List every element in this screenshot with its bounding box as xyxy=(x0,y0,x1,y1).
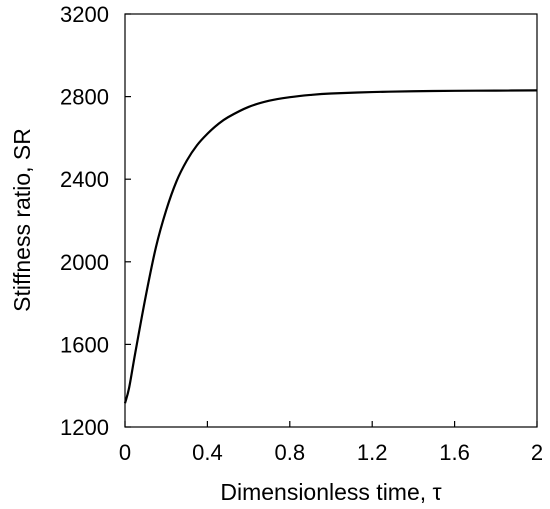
x-axis-title: Dimensionless time, τ xyxy=(220,479,441,505)
y-tick-label: 1600 xyxy=(60,332,109,357)
x-tick-label: 1.6 xyxy=(439,440,470,465)
x-axis-ticks: 0 0.4 0.8 1.2 1.6 2 xyxy=(119,421,543,465)
y-tick-label: 2000 xyxy=(60,250,109,275)
y-tick-label: 1200 xyxy=(60,415,109,440)
y-tick-label: 2400 xyxy=(60,167,109,192)
y-axis-ticks: 1200 1600 2000 2400 2800 3200 xyxy=(60,2,131,440)
x-tick-label: 0 xyxy=(119,440,131,465)
plot-frame xyxy=(124,13,538,428)
x-tick-label: 0.8 xyxy=(275,440,306,465)
series-layer xyxy=(123,89,538,404)
y-tick-label: 2800 xyxy=(60,85,109,110)
x-tick-label: 2 xyxy=(531,440,543,465)
x-tick-label: 1.2 xyxy=(357,440,388,465)
series-line xyxy=(123,89,538,404)
y-axis-title: Stiffness ratio, SR xyxy=(9,128,35,312)
x-tick-label: 0.4 xyxy=(192,440,223,465)
y-tick-label: 3200 xyxy=(60,2,109,27)
